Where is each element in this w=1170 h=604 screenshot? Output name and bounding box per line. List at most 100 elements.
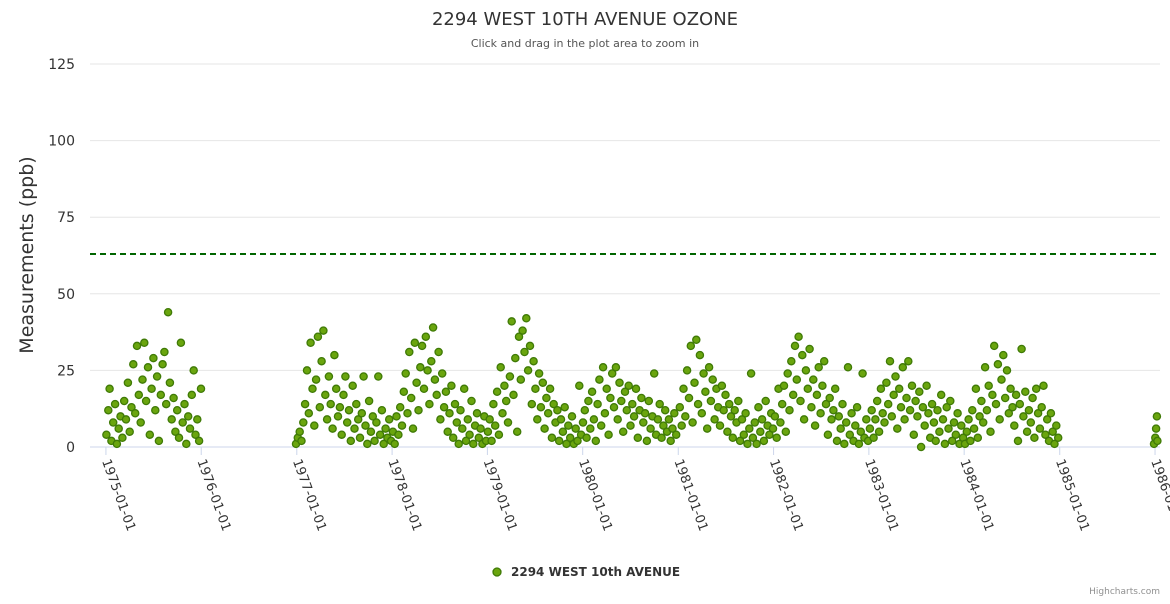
data-point[interactable]: [1013, 436, 1023, 446]
data-point[interactable]: [1006, 384, 1015, 394]
data-point[interactable]: [361, 421, 370, 430]
data-point[interactable]: [613, 415, 622, 424]
data-point[interactable]: [147, 384, 156, 394]
data-point[interactable]: [306, 338, 315, 348]
data-point[interactable]: [872, 396, 882, 406]
data-point[interactable]: [953, 409, 962, 418]
data-point[interactable]: [1011, 390, 1021, 400]
data-point[interactable]: [350, 424, 359, 433]
data-point[interactable]: [869, 433, 878, 443]
data-point[interactable]: [571, 424, 580, 433]
data-point[interactable]: [132, 341, 142, 351]
data-point[interactable]: [434, 347, 443, 357]
data-point[interactable]: [721, 390, 730, 400]
data-point[interactable]: [300, 399, 310, 409]
data-point[interactable]: [739, 430, 749, 439]
data-point[interactable]: [321, 390, 330, 400]
data-point[interactable]: [827, 415, 836, 424]
data-point[interactable]: [794, 332, 803, 341]
data-point[interactable]: [968, 405, 977, 415]
data-point[interactable]: [993, 360, 1003, 369]
data-point[interactable]: [1010, 421, 1019, 430]
data-point[interactable]: [529, 356, 538, 366]
data-point[interactable]: [410, 338, 420, 348]
data-point[interactable]: [185, 424, 195, 433]
data-point[interactable]: [394, 430, 403, 439]
data-point[interactable]: [946, 396, 955, 406]
data-point[interactable]: [302, 366, 312, 375]
data-point[interactable]: [975, 412, 984, 421]
data-point[interactable]: [699, 369, 708, 378]
data-point[interactable]: [904, 356, 913, 366]
data-point[interactable]: [450, 399, 460, 409]
data-point[interactable]: [622, 405, 632, 415]
data-point[interactable]: [558, 427, 568, 436]
data-point[interactable]: [788, 390, 798, 400]
data-point[interactable]: [916, 442, 926, 452]
data-point[interactable]: [701, 387, 710, 397]
data-point[interactable]: [330, 350, 339, 360]
data-point[interactable]: [966, 436, 975, 446]
data-point[interactable]: [405, 347, 414, 357]
data-point[interactable]: [412, 378, 421, 387]
data-point[interactable]: [918, 402, 928, 412]
data-point[interactable]: [659, 421, 668, 430]
data-point[interactable]: [602, 384, 611, 394]
data-point[interactable]: [818, 381, 827, 390]
data-point[interactable]: [735, 436, 745, 446]
data-point[interactable]: [136, 418, 145, 427]
data-point[interactable]: [642, 436, 652, 446]
data-point[interactable]: [366, 427, 376, 436]
data-point[interactable]: [130, 409, 140, 418]
data-point[interactable]: [439, 402, 449, 412]
data-point[interactable]: [461, 436, 471, 446]
data-point[interactable]: [573, 436, 582, 446]
data-point[interactable]: [191, 430, 200, 439]
data-point[interactable]: [432, 390, 441, 400]
data-point[interactable]: [1021, 387, 1030, 397]
data-point[interactable]: [392, 412, 401, 421]
data-point[interactable]: [920, 421, 929, 430]
data-point[interactable]: [885, 356, 895, 366]
data-point[interactable]: [1026, 418, 1036, 427]
data-point[interactable]: [458, 424, 467, 433]
data-point[interactable]: [425, 399, 434, 409]
data-point[interactable]: [957, 421, 966, 430]
data-point[interactable]: [161, 399, 171, 409]
data-point[interactable]: [317, 356, 326, 366]
data-point[interactable]: [525, 341, 535, 351]
data-point[interactable]: [973, 433, 983, 443]
data-point[interactable]: [534, 369, 544, 378]
data-point[interactable]: [765, 430, 774, 439]
data-point[interactable]: [547, 433, 557, 443]
data-point[interactable]: [999, 350, 1008, 360]
data-point[interactable]: [448, 433, 458, 443]
data-point[interactable]: [719, 405, 728, 415]
data-point[interactable]: [522, 314, 531, 323]
data-point[interactable]: [799, 415, 809, 424]
data-point[interactable]: [575, 381, 584, 390]
data-point[interactable]: [936, 390, 946, 400]
data-point[interactable]: [894, 384, 904, 394]
data-point[interactable]: [511, 353, 520, 363]
data-point[interactable]: [809, 375, 818, 384]
legend-item[interactable]: 2294 WEST 10th AVENUE: [492, 565, 680, 579]
data-point[interactable]: [445, 409, 454, 418]
data-point[interactable]: [889, 390, 898, 400]
data-point[interactable]: [514, 332, 524, 341]
data-point[interactable]: [982, 405, 992, 415]
data-point[interactable]: [1035, 424, 1045, 433]
data-point[interactable]: [531, 384, 540, 394]
data-point[interactable]: [1153, 436, 1162, 446]
data-point[interactable]: [668, 424, 677, 433]
data-point[interactable]: [913, 412, 922, 421]
data-point[interactable]: [639, 418, 648, 427]
data-point[interactable]: [675, 402, 685, 412]
data-point[interactable]: [772, 433, 781, 443]
data-point[interactable]: [777, 399, 787, 409]
data-point[interactable]: [682, 366, 692, 375]
data-point[interactable]: [666, 436, 675, 446]
data-point[interactable]: [615, 378, 624, 387]
data-point[interactable]: [816, 409, 825, 418]
data-point[interactable]: [112, 439, 122, 449]
